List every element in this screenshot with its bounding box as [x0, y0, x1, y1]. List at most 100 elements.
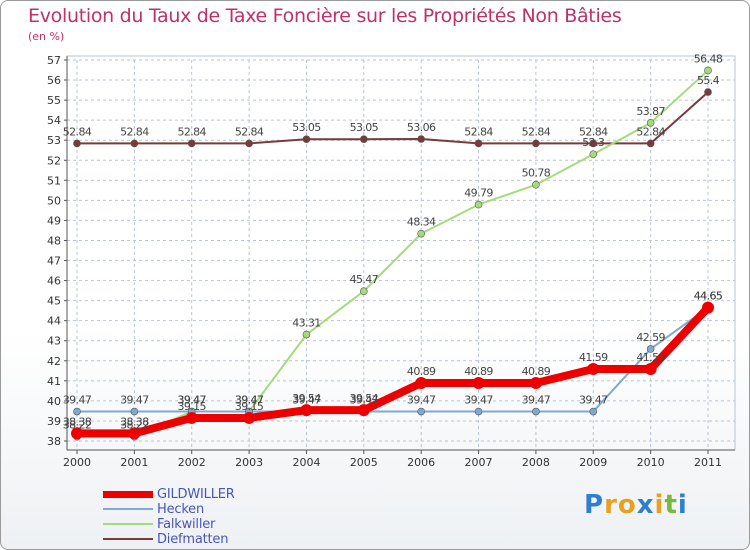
- data-label-falkwiller: 56.48: [694, 52, 723, 65]
- data-label-gildwiller: 41.59: [636, 351, 665, 364]
- legend-item: Falkwiller: [103, 516, 216, 532]
- data-point-diefmatten: [302, 135, 311, 144]
- data-point-gildwiller: [357, 404, 370, 417]
- data-label-falkwiller: 39.47: [235, 394, 264, 407]
- data-label-falkwiller: 45.47: [350, 273, 379, 286]
- y-tick-label: 56: [47, 74, 61, 87]
- logo-letter: o: [617, 490, 637, 520]
- data-point-falkwiller: [704, 66, 712, 75]
- data-point-hecken: [130, 407, 139, 416]
- y-tick-label: 42: [47, 355, 61, 368]
- series-line-falkwiller: [77, 69, 709, 438]
- data-point-gildwiller: [128, 427, 141, 440]
- x-tick-label: 2000: [63, 456, 91, 469]
- chart-title: Evolution du Taux de Taxe Foncière sur l…: [28, 5, 622, 27]
- data-point-diefmatten: [589, 139, 598, 148]
- data-point-gildwiller: [529, 377, 542, 390]
- data-point-gildwiller: [472, 377, 485, 390]
- x-tick-label: 2001: [120, 456, 148, 469]
- data-point-falkwiller: [646, 118, 655, 127]
- data-point-falkwiller: [474, 200, 483, 209]
- data-label-diefmatten: 52.84: [636, 125, 665, 138]
- logo-letter: i: [677, 490, 688, 520]
- data-label-diefmatten: 52.84: [579, 125, 608, 138]
- y-tick-label: 55: [47, 94, 61, 107]
- legend-swatch: [103, 508, 153, 510]
- data-label-diefmatten: 52.84: [464, 125, 493, 138]
- logo-letter: r: [604, 490, 618, 520]
- legend-swatch: [103, 490, 153, 498]
- data-point-diefmatten: [73, 139, 81, 148]
- data-label-hecken: 39.47: [120, 394, 149, 407]
- series-line-diefmatten: [77, 91, 709, 145]
- logo-letter: x: [636, 490, 655, 520]
- data-label-falkwiller: 38.22: [63, 419, 92, 432]
- data-label-gildwiller: 38.38: [120, 415, 149, 428]
- data-label-falkwiller: 48.34: [407, 216, 436, 229]
- data-point-hecken: [417, 407, 425, 416]
- data-point-gildwiller: [702, 301, 714, 314]
- data-point-diefmatten: [187, 139, 196, 148]
- data-label-falkwiller: 49.79: [464, 187, 493, 200]
- data-point-gildwiller: [587, 363, 600, 376]
- data-label-hecken: 39.47: [522, 394, 551, 407]
- legend-swatch: [103, 523, 153, 525]
- data-label-gildwiller: 39.15: [177, 400, 206, 413]
- data-point-diefmatten: [704, 88, 712, 96]
- x-tick-label: 2008: [522, 456, 550, 469]
- x-tick-label: 2003: [235, 456, 263, 469]
- data-label-diefmatten: 55.4: [697, 74, 720, 87]
- y-tick-label: 52: [47, 154, 61, 167]
- data-point-gildwiller: [243, 411, 256, 424]
- data-point-gildwiller: [71, 427, 83, 440]
- y-tick-label: 51: [47, 174, 61, 187]
- data-point-gildwiller: [185, 411, 198, 424]
- data-point-diefmatten: [474, 139, 483, 148]
- legend-item: GILDWILLER: [103, 487, 235, 502]
- y-tick-label: 54: [47, 114, 61, 127]
- data-label-hecken: 39.47: [579, 394, 608, 407]
- data-label-gildwiller: 39.15: [235, 400, 264, 413]
- data-label-diefmatten: 52.84: [120, 125, 149, 138]
- data-point-gildwiller: [644, 363, 657, 376]
- y-tick-label: 45: [47, 295, 61, 308]
- legend-label: Falkwiller: [157, 516, 216, 532]
- y-tick-label: 50: [47, 194, 61, 207]
- proxiti-logo: Proxiti: [584, 490, 688, 520]
- data-label-diefmatten: 52.84: [177, 125, 206, 138]
- data-label-diefmatten: 53.05: [292, 121, 321, 134]
- series-line-hecken: [77, 306, 709, 413]
- data-label-hecken: 44.65: [694, 290, 723, 303]
- y-axis-unit: (en %): [28, 30, 65, 43]
- y-tick-label: 41: [47, 375, 61, 388]
- data-point-diefmatten: [130, 139, 139, 148]
- data-label-hecken: 42.59: [636, 331, 665, 344]
- data-point-hecken: [474, 407, 483, 416]
- data-point-hecken: [532, 407, 540, 416]
- y-tick-label: 39: [47, 415, 61, 428]
- data-point-diefmatten: [360, 135, 368, 144]
- data-point-diefmatten: [646, 139, 655, 148]
- data-label-gildwiller: 41.59: [579, 351, 608, 364]
- data-label-hecken: 39.47: [407, 394, 436, 407]
- data-point-diefmatten: [532, 139, 540, 148]
- data-point-falkwiller: [302, 330, 311, 339]
- x-tick-label: 2009: [579, 456, 607, 469]
- data-label-gildwiller: 44.65: [694, 290, 723, 303]
- data-label-falkwiller: 52.3: [582, 136, 605, 149]
- y-tick-label: 47: [47, 255, 61, 268]
- data-label-gildwiller: 39.54: [292, 392, 321, 405]
- data-label-hecken: 39.47: [235, 394, 264, 407]
- data-point-diefmatten: [417, 135, 425, 143]
- y-tick-label: 46: [47, 275, 61, 288]
- legend-item: Hecken: [103, 502, 204, 517]
- data-point-gildwiller: [415, 377, 428, 390]
- data-label-hecken: 39.47: [177, 394, 206, 407]
- data-point-falkwiller: [532, 180, 540, 189]
- y-tick-label: 48: [47, 234, 61, 247]
- data-label-diefmatten: 53.06: [407, 121, 436, 134]
- logo-letter: t: [664, 490, 678, 520]
- y-tick-label: 44: [47, 315, 61, 328]
